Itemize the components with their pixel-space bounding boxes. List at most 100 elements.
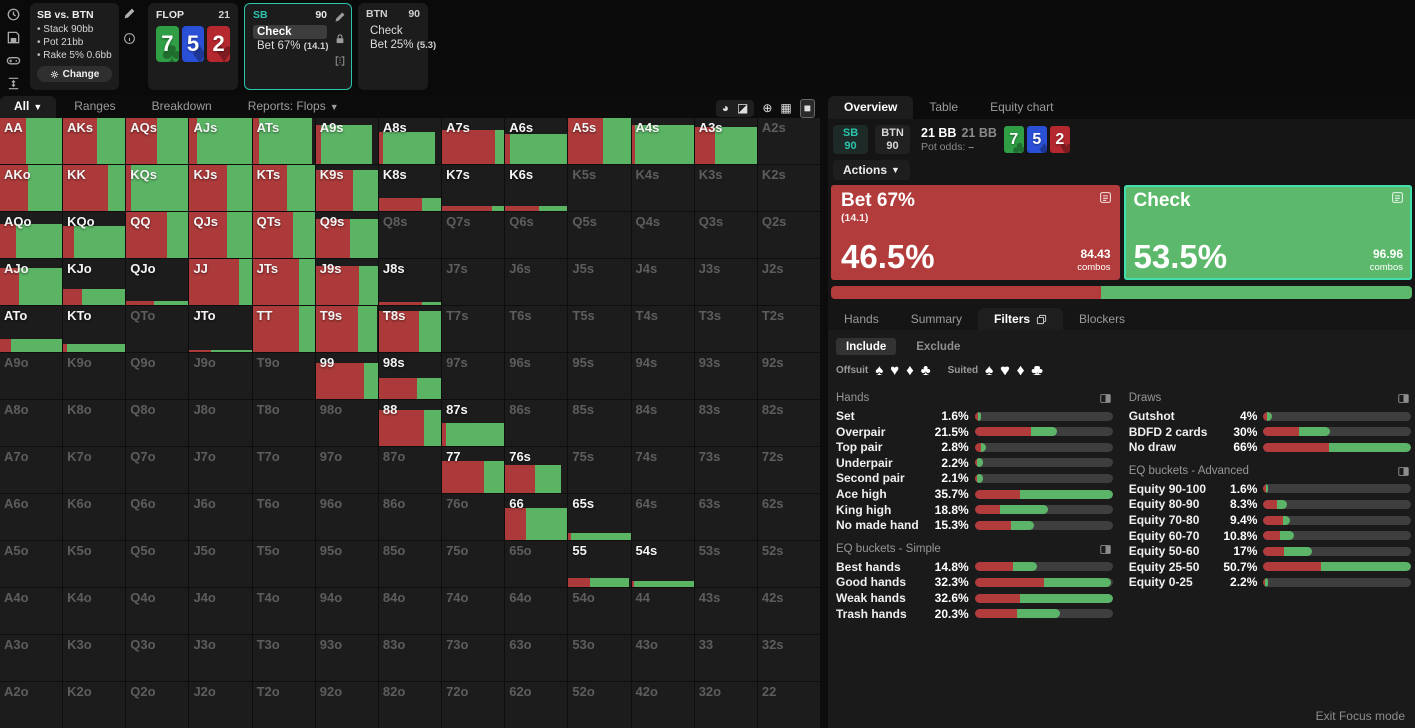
- strategy-pie-icon[interactable]: ◕: [721, 101, 729, 115]
- matrix-cell-A9o[interactable]: A9o: [0, 353, 63, 399]
- matrix-cell-66[interactable]: 66: [505, 494, 568, 540]
- matrix-cell-TT[interactable]: TT: [252, 306, 315, 352]
- layout-toggle-icon[interactable]: [1398, 393, 1410, 404]
- matrix-cell-22[interactable]: 22: [757, 682, 820, 728]
- matrix-cell-76o[interactable]: 76o: [442, 494, 505, 540]
- matrix-cell-75o[interactable]: 75o: [442, 541, 505, 587]
- matrix-cell-84s[interactable]: 84s: [631, 400, 694, 446]
- suited-♥-icon[interactable]: ♥♥: [1000, 362, 1010, 380]
- matrix-cell-73s[interactable]: 73s: [694, 447, 757, 493]
- vertical-align-icon[interactable]: [6, 76, 21, 91]
- matrix-cell-Q8o[interactable]: Q8o: [126, 400, 189, 446]
- matrix-cell-92s[interactable]: 92s: [757, 353, 820, 399]
- matrix-cell-96o[interactable]: 96o: [315, 494, 378, 540]
- matrix-cell-98o[interactable]: 98o: [315, 400, 378, 446]
- matrix-cell-T8o[interactable]: T8o: [252, 400, 315, 446]
- exit-focus-mode[interactable]: Exit Focus mode: [1315, 709, 1405, 723]
- layout-toggle-icon[interactable]: [1398, 466, 1410, 477]
- stat-row-no-draw[interactable]: No draw 66%: [1129, 439, 1412, 455]
- matrix-tab-ranges[interactable]: Ranges: [74, 99, 116, 113]
- matrix-cell-J7s[interactable]: J7s: [442, 259, 505, 305]
- solid-square-icon[interactable]: ■: [799, 99, 815, 118]
- matrix-cell-K6s[interactable]: K6s: [505, 165, 568, 211]
- tab-filters[interactable]: Filters: [978, 308, 1064, 331]
- stat-row-underpair[interactable]: Underpair 2.2%: [836, 455, 1113, 471]
- tab-table[interactable]: Table: [929, 100, 959, 114]
- stat-row-overpair[interactable]: Overpair 21.5%: [836, 424, 1113, 440]
- matrix-tab-breakdown[interactable]: Breakdown: [151, 99, 212, 113]
- matrix-cell-KK[interactable]: KK: [63, 165, 126, 211]
- matrix-cell-83s[interactable]: 83s: [694, 400, 757, 446]
- matrix-cell-K4s[interactable]: K4s: [631, 165, 694, 211]
- matrix-cell-A3o[interactable]: A3o: [0, 635, 63, 681]
- matrix-cell-94o[interactable]: 94o: [315, 588, 378, 634]
- matrix-cell-JTo[interactable]: JTo: [189, 306, 252, 352]
- matrix-cell-T7s[interactable]: T7s: [442, 306, 505, 352]
- layout-toggle-icon[interactable]: [1100, 393, 1111, 404]
- matrix-cell-KJs[interactable]: KJs: [189, 165, 252, 211]
- matrix-cell-T5s[interactable]: T5s: [568, 306, 631, 352]
- tab-overview[interactable]: Overview: [828, 96, 914, 119]
- matrix-cell-43o[interactable]: 43o: [631, 635, 694, 681]
- matrix-cell-K8o[interactable]: K8o: [63, 400, 126, 446]
- matrix-cell-J7o[interactable]: J7o: [189, 447, 252, 493]
- stat-row-equity-90-100[interactable]: Equity 90-100 1.6%: [1129, 481, 1412, 497]
- matrix-cell-33[interactable]: 33: [694, 635, 757, 681]
- matrix-cell-K5o[interactable]: K5o: [63, 541, 126, 587]
- matrix-tab-all[interactable]: All ▼: [0, 96, 57, 118]
- matrix-cell-52s[interactable]: 52s: [757, 541, 820, 587]
- matrix-cell-J8s[interactable]: J8s: [378, 259, 442, 305]
- offsuit-♠-icon[interactable]: ♠: [875, 362, 884, 380]
- stat-row-bdfd-2-cards[interactable]: BDFD 2 cards 30%: [1129, 424, 1412, 440]
- node-action-check[interactable]: Check: [253, 25, 327, 39]
- matrix-cell-K6o[interactable]: K6o: [63, 494, 126, 540]
- matrix-cell-85o[interactable]: 85o: [378, 541, 442, 587]
- matrix-cell-J8o[interactable]: J8o: [189, 400, 252, 446]
- stat-row-equity-70-80[interactable]: Equity 70-80 9.4%: [1129, 512, 1412, 528]
- matrix-cell-52o[interactable]: 52o: [568, 682, 631, 728]
- matrix-cell-J9o[interactable]: J9o: [189, 353, 252, 399]
- matrix-cell-K3s[interactable]: K3s: [694, 165, 757, 211]
- matrix-cell-QQ[interactable]: QQ: [126, 212, 189, 258]
- grid-icon[interactable]: ▦: [780, 101, 792, 115]
- stat-row-set[interactable]: Set 1.6%: [836, 408, 1113, 424]
- matrix-cell-T6o[interactable]: T6o: [252, 494, 315, 540]
- strategy-panel-bet-67-[interactable]: Bet 67% (14.1) 46.5% 84.43 combos: [831, 185, 1120, 281]
- matrix-cell-J2s[interactable]: J2s: [757, 259, 820, 305]
- matrix-cell-K2s[interactable]: K2s: [757, 165, 820, 211]
- matrix-cell-87o[interactable]: 87o: [378, 447, 442, 493]
- matrix-cell-88[interactable]: 88: [378, 400, 442, 446]
- matrix-cell-A2o[interactable]: A2o: [0, 682, 63, 728]
- matrix-cell-72s[interactable]: 72s: [757, 447, 820, 493]
- matrix-cell-AJo[interactable]: AJo: [0, 259, 63, 305]
- suited-♦-icon[interactable]: ♦♦: [1016, 362, 1025, 380]
- matrix-cell-J6s[interactable]: J6s: [505, 259, 568, 305]
- matrix-cell-Q3s[interactable]: Q3s: [694, 212, 757, 258]
- matrix-cell-Q3o[interactable]: Q3o: [126, 635, 189, 681]
- strategy-panel-check[interactable]: Check 53.5% 96.96 combos: [1123, 185, 1412, 281]
- matrix-cell-A7s[interactable]: A7s: [442, 118, 505, 164]
- matrix-cell-42o[interactable]: 42o: [631, 682, 694, 728]
- matrix-cell-Q2s[interactable]: Q2s: [757, 212, 820, 258]
- matrix-cell-A4o[interactable]: A4o: [0, 588, 63, 634]
- matrix-cell-K3o[interactable]: K3o: [63, 635, 126, 681]
- stat-row-no-made-hand[interactable]: No made hand 15.3%: [836, 517, 1113, 533]
- matrix-cell-J2o[interactable]: J2o: [189, 682, 252, 728]
- matrix-cell-A5o[interactable]: A5o: [0, 541, 63, 587]
- matrix-cell-QTo[interactable]: QTo: [126, 306, 189, 352]
- gamepad-icon[interactable]: [6, 53, 21, 68]
- stat-row-top-pair[interactable]: Top pair 2.8%: [836, 439, 1113, 455]
- target-icon[interactable]: ⊕: [762, 101, 773, 115]
- matrix-cell-62s[interactable]: 62s: [757, 494, 820, 540]
- matrix-cell-95o[interactable]: 95o: [315, 541, 378, 587]
- node-panel-btn[interactable]: BTN 90 Check Bet 25% (5.3): [358, 3, 436, 90]
- matrix-cell-99[interactable]: 99: [315, 353, 378, 399]
- tab-hands[interactable]: Hands: [828, 308, 895, 330]
- matrix-cell-J9s[interactable]: J9s: [315, 259, 378, 305]
- info-icon[interactable]: [123, 32, 136, 45]
- matrix-cell-T4o[interactable]: T4o: [252, 588, 315, 634]
- matrix-cell-62o[interactable]: 62o: [505, 682, 568, 728]
- matrix-cell-65s[interactable]: 65s: [568, 494, 631, 540]
- matrix-cell-Q5s[interactable]: Q5s: [568, 212, 631, 258]
- exclude-chip[interactable]: Exclude: [916, 340, 961, 353]
